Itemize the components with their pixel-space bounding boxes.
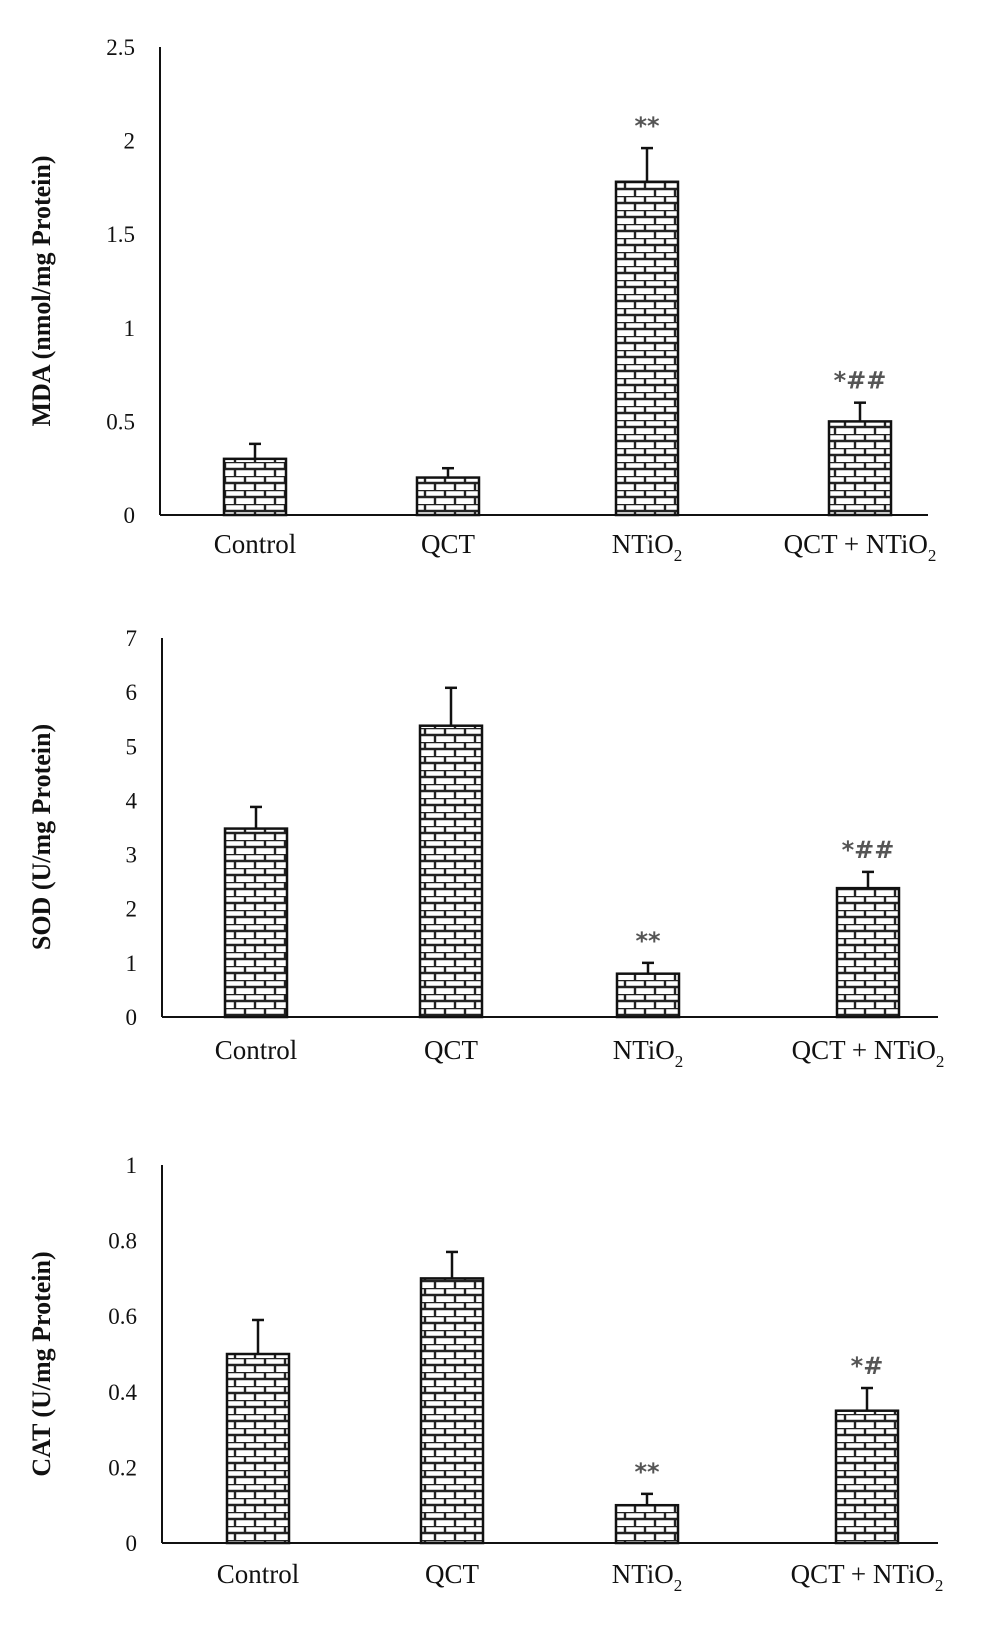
chart-panel-3: 0 0.2 0.4 0.6 0.8 1 CAT (U/mg Protein) Control Q… (27, 1153, 943, 1595)
y-axis-label: MDA (nmol/mg Protein) (27, 155, 56, 426)
y-tick-label: 0 (126, 1005, 138, 1030)
y-tick-label: 6 (126, 680, 138, 705)
bar (615, 972, 681, 1019)
x-tick-label: QCT (421, 529, 476, 559)
y-tick-label: 5 (126, 734, 138, 759)
y-tick-label: 2 (126, 897, 138, 922)
y-axis-label: CAT (U/mg Protein) (27, 1251, 56, 1476)
y-tick-label: 2.5 (106, 35, 135, 60)
x-tick-label: Control (215, 1035, 298, 1065)
significance-label: ** (634, 112, 660, 140)
y-tick-label: 0 (126, 1531, 138, 1556)
bar (418, 724, 484, 1019)
bar (834, 1409, 900, 1545)
x-tick-label: NTiO2 (613, 1035, 684, 1071)
y-tick-label: 1 (124, 316, 136, 341)
y-tick-label: 7 (126, 626, 138, 651)
bar (419, 1277, 485, 1545)
x-tick-label: QCT + NTiO2 (792, 1035, 945, 1071)
y-axis-label: SOD (U/mg Protein) (27, 724, 56, 950)
bar (223, 827, 289, 1019)
x-tick-label: NTiO2 (612, 529, 683, 565)
y-tick-label: 0.8 (108, 1229, 137, 1254)
significance-label: ** (635, 927, 661, 955)
bar (614, 180, 680, 517)
x-tick-label: Control (217, 1559, 300, 1589)
bar (222, 457, 288, 517)
bar (827, 420, 893, 517)
x-tick-label: QCT + NTiO2 (784, 529, 937, 565)
y-tick-label: 0.6 (108, 1304, 137, 1329)
y-tick-label: 0 (124, 503, 136, 528)
x-tick-label: NTiO2 (612, 1559, 683, 1595)
x-tick-label: QCT + NTiO2 (791, 1559, 944, 1595)
y-tick-label: 0.2 (108, 1455, 137, 1480)
bar (415, 476, 481, 517)
y-tick-label: 0.4 (108, 1380, 137, 1405)
bar (614, 1503, 680, 1545)
x-tick-label: QCT (424, 1035, 479, 1065)
significance-label: ** (634, 1458, 660, 1486)
chart-panel-2: 0 1 2 3 4 5 6 7 SOD (U/mg Protein) Control QCT ** NT… (27, 626, 944, 1071)
y-tick-label: 1.5 (106, 222, 135, 247)
x-tick-label: QCT (425, 1559, 480, 1589)
x-tick-label: Control (214, 529, 297, 559)
significance-label: *## (834, 367, 887, 395)
y-tick-label: 0.5 (106, 409, 135, 434)
significance-label: *## (842, 836, 895, 864)
significance-label: *# (851, 1352, 884, 1380)
y-tick-label: 4 (126, 788, 138, 813)
bar (225, 1352, 291, 1545)
chart-panel-1: 0 0.5 1 1.5 2 2.5 MDA (nmol/mg Protein) Control… (27, 35, 936, 565)
y-tick-label: 2 (124, 129, 136, 154)
y-tick-label: 3 (126, 843, 138, 868)
bar (835, 886, 901, 1019)
y-tick-label: 1 (126, 951, 138, 976)
y-tick-label: 1 (126, 1153, 138, 1178)
